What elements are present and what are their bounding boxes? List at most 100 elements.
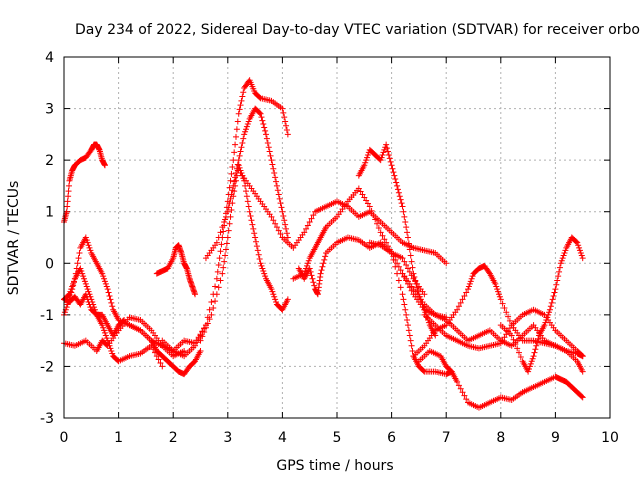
- data-point: [361, 194, 368, 201]
- data-point: [157, 359, 164, 366]
- data-point: [217, 229, 224, 236]
- data-point: [420, 367, 427, 374]
- data-point: [233, 126, 240, 133]
- data-point: [67, 292, 74, 299]
- data-point: [253, 243, 260, 250]
- data-point: [63, 304, 70, 311]
- data-point: [516, 349, 522, 356]
- data-point: [223, 240, 230, 247]
- data-point: [485, 269, 492, 276]
- series-track-17: [410, 262, 586, 375]
- data-point: [212, 283, 219, 290]
- data-point: [105, 289, 112, 296]
- data-point: [561, 249, 568, 256]
- data-point: [363, 197, 370, 204]
- data-point: [206, 316, 213, 323]
- data-point: [307, 268, 314, 275]
- data-point: [525, 368, 532, 375]
- data-point: [284, 296, 291, 303]
- data-point: [579, 368, 586, 375]
- data-point: [397, 267, 404, 274]
- data-point: [229, 200, 236, 207]
- data-point: [305, 257, 312, 264]
- data-point: [258, 262, 265, 269]
- data-point: [215, 234, 222, 241]
- x-tick-label: 8: [496, 430, 505, 446]
- data-point: [208, 311, 215, 318]
- data-point: [245, 203, 252, 210]
- data-point: [494, 286, 501, 293]
- data-point: [420, 304, 427, 311]
- data-point: [85, 288, 92, 295]
- data-point: [408, 342, 415, 349]
- data-point: [381, 236, 388, 243]
- data-point: [232, 133, 239, 140]
- x-tick-label: 3: [223, 430, 232, 446]
- data-point: [503, 331, 510, 338]
- data-point: [317, 270, 324, 277]
- data-point: [228, 170, 235, 177]
- data-point: [262, 127, 269, 134]
- data-point: [215, 284, 222, 291]
- data-point: [526, 366, 533, 373]
- data-point: [310, 279, 317, 286]
- series-track-10: [197, 162, 291, 344]
- data-point: [227, 177, 234, 184]
- data-point: [240, 135, 247, 142]
- data-point: [306, 265, 313, 272]
- data-point: [100, 273, 107, 280]
- data-point: [503, 309, 510, 316]
- data-point: [558, 257, 565, 264]
- data-point: [260, 268, 267, 275]
- data-point: [308, 272, 315, 279]
- data-point: [551, 289, 558, 296]
- data-point: [101, 278, 108, 285]
- data-point: [405, 327, 412, 334]
- data-point: [374, 220, 381, 227]
- data-point: [318, 267, 325, 274]
- data-point: [226, 220, 233, 227]
- data-point: [197, 347, 204, 354]
- data-point: [547, 303, 554, 310]
- grid-lines: [64, 57, 610, 418]
- data-point: [379, 232, 386, 239]
- data-point: [101, 329, 108, 336]
- data-point: [283, 225, 290, 232]
- data-point: [455, 382, 462, 389]
- data-point: [260, 121, 267, 128]
- data-point: [505, 328, 512, 335]
- data-point: [364, 151, 371, 158]
- series-track-12: [290, 185, 450, 321]
- data-point: [549, 296, 556, 303]
- data-point: [263, 135, 270, 142]
- data-point: [227, 195, 234, 202]
- data-point: [401, 301, 408, 308]
- data-point: [270, 291, 277, 298]
- data-point: [204, 320, 211, 327]
- data-point: [461, 292, 468, 299]
- data-point: [84, 286, 91, 293]
- data-point: [546, 306, 553, 313]
- data-point: [232, 177, 239, 184]
- data-point: [217, 277, 224, 284]
- data-point: [210, 304, 217, 311]
- data-point: [576, 247, 583, 254]
- data-point: [253, 238, 260, 245]
- chart-title: Day 234 of 2022, Sidereal Day-to-day VTE…: [75, 22, 640, 38]
- data-point: [402, 306, 409, 313]
- data-point: [283, 127, 290, 134]
- data-point: [87, 304, 94, 311]
- data-point: [268, 286, 275, 293]
- data-point: [269, 161, 276, 168]
- data-point: [269, 288, 276, 295]
- x-tick-label: 5: [333, 430, 342, 446]
- data-point: [414, 284, 421, 291]
- data-point: [263, 131, 270, 138]
- data-point: [380, 149, 387, 156]
- data-point: [529, 355, 536, 362]
- data-point: [555, 273, 562, 280]
- x-tick-label: 7: [442, 430, 451, 446]
- y-tick-label: -2: [40, 359, 54, 375]
- data-point: [282, 221, 289, 228]
